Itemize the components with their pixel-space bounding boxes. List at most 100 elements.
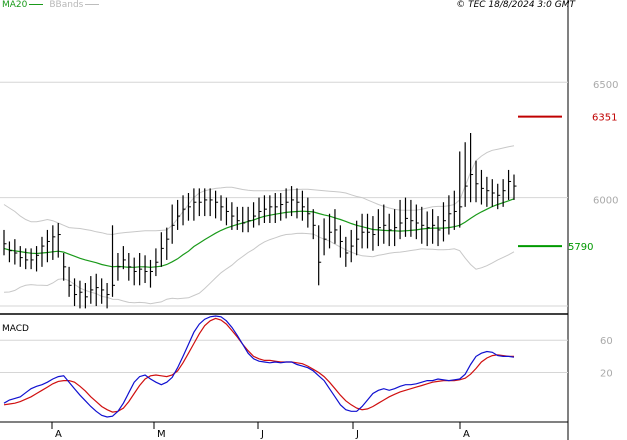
price-bar (399, 199, 403, 240)
price-bar (252, 202, 257, 228)
legend-ma20-swatch (29, 4, 44, 5)
price-bar (68, 266, 72, 297)
price-bar (366, 213, 371, 249)
price-bar (101, 278, 105, 304)
price-bar (475, 160, 479, 203)
x-tick-label: J (260, 429, 264, 440)
bollinger-upper-band (3, 145, 515, 236)
price-tick-label: 6000 (593, 196, 618, 207)
price-bar (35, 246, 40, 272)
price-bar (464, 142, 468, 207)
price-bar (388, 213, 392, 247)
price-bar (14, 239, 18, 265)
price-bar (117, 253, 121, 281)
price-bar (432, 209, 436, 244)
price-bar (361, 213, 365, 249)
price-bar (269, 195, 273, 223)
price-bar (155, 248, 159, 277)
price-bar (19, 246, 23, 267)
price-bar (350, 229, 354, 263)
price-bar (30, 248, 34, 270)
price-bar (383, 204, 387, 244)
price-bar (437, 216, 441, 247)
resistance-level-label: 6351 (592, 113, 617, 124)
price-bar (323, 218, 327, 256)
price-bar (122, 246, 126, 270)
x-tick-label: M (157, 429, 166, 440)
price-bar (52, 225, 56, 260)
price-bar (459, 151, 463, 228)
price-bar (160, 232, 164, 267)
macd-line (3, 315, 515, 418)
price-bar (453, 190, 457, 230)
price-bar (426, 211, 430, 247)
price-bar (73, 278, 78, 307)
price-bar (214, 190, 219, 219)
price-bar (3, 229, 7, 256)
x-tick-label: A (55, 429, 62, 440)
price-bar (421, 206, 425, 244)
price-bar (497, 183, 501, 210)
price-bar (25, 248, 29, 270)
price-bar (502, 179, 506, 207)
price-bar (301, 190, 305, 221)
price-bar (339, 225, 343, 258)
legend-bbands-label: BBands (49, 0, 84, 10)
price-bar (111, 225, 116, 297)
macd-panel-title: MACD (2, 324, 29, 334)
price-bar (513, 174, 517, 200)
price-bar (377, 209, 381, 247)
price-bar (469, 133, 474, 203)
price-bar (90, 276, 94, 304)
macd-tick-label: 60 (600, 336, 613, 347)
price-bar (79, 280, 83, 309)
price-bar (356, 220, 360, 256)
price-bar (448, 195, 452, 235)
price-bar (41, 236, 45, 267)
price-bar (328, 213, 333, 249)
price-bar (410, 199, 414, 237)
price-bar (274, 193, 278, 223)
bollinger-lower-band (3, 232, 515, 305)
price-bar (258, 197, 262, 226)
price-bar (63, 253, 67, 281)
price-bar (285, 188, 289, 219)
price-bar (372, 216, 376, 251)
price-bar (204, 188, 208, 217)
chart-credit: © TEC 18/8/2024 3:0 GMT (456, 0, 575, 10)
price-bar (394, 209, 398, 247)
price-bar (84, 283, 88, 309)
price-bar (166, 227, 170, 260)
price-bar (247, 206, 251, 233)
price-bar (139, 253, 143, 286)
chart-legend: MA20 BBands (2, 0, 105, 10)
legend-ma20-label: MA20 (2, 0, 28, 10)
price-bar (307, 197, 311, 228)
price-bar (242, 206, 246, 233)
price-bar (480, 169, 484, 205)
price-bar (128, 253, 132, 281)
price-bar (182, 195, 186, 226)
price-bar (442, 202, 446, 242)
price-bar (290, 186, 295, 217)
price-bar (149, 259, 153, 288)
x-tick-label: A (463, 429, 470, 440)
price-bar (312, 209, 316, 240)
legend-bbands-swatch (85, 4, 100, 5)
price-bar (231, 202, 235, 230)
macd-signal-line (3, 317, 514, 413)
support-level-label: 5790 (568, 242, 593, 253)
price-bar (404, 197, 408, 237)
price-bar (220, 195, 224, 221)
macd-tick-label: 20 (600, 369, 613, 380)
price-bar (106, 283, 110, 309)
price-bar (187, 193, 191, 221)
price-bar (334, 209, 338, 244)
price-bar (144, 255, 148, 283)
price-bar (507, 169, 512, 200)
price-bar (8, 241, 12, 263)
price-bar (345, 236, 349, 267)
price-bar (133, 257, 137, 286)
x-tick-label: J (355, 429, 359, 440)
price-bar (236, 206, 240, 230)
